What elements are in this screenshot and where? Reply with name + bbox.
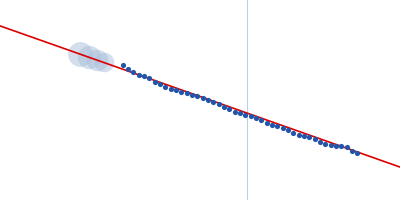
Point	[173, 89, 179, 92]
Point	[210, 101, 216, 104]
Point	[184, 92, 190, 95]
Point	[152, 80, 158, 83]
Point	[168, 87, 174, 91]
Point	[125, 67, 131, 70]
Point	[237, 112, 243, 115]
Point	[226, 108, 232, 111]
Point	[264, 121, 270, 124]
Point	[162, 85, 168, 88]
Point	[328, 143, 334, 147]
Point	[205, 98, 211, 101]
Point	[296, 133, 302, 136]
Point	[322, 142, 328, 145]
Point	[258, 119, 264, 122]
Point	[301, 134, 307, 138]
Point	[189, 93, 195, 97]
Point	[306, 136, 312, 139]
Point	[157, 83, 163, 86]
Point	[130, 70, 136, 73]
Point	[274, 125, 280, 128]
Point	[216, 103, 222, 106]
Point	[200, 97, 206, 100]
Point	[354, 151, 360, 155]
Point	[344, 146, 350, 149]
Point	[242, 113, 248, 116]
Point	[349, 149, 355, 152]
Point	[280, 126, 286, 130]
Point	[333, 145, 339, 148]
Point	[178, 90, 184, 93]
Point	[86, 55, 92, 59]
Point	[317, 140, 323, 143]
Point	[94, 58, 100, 61]
Point	[141, 74, 147, 77]
Point	[232, 110, 238, 113]
Point	[269, 123, 275, 126]
Point	[285, 129, 291, 132]
Point	[146, 77, 152, 80]
Point	[221, 105, 227, 108]
Point	[101, 60, 107, 63]
Point	[77, 53, 83, 56]
Point	[120, 64, 126, 67]
Point	[194, 95, 200, 98]
Point	[312, 138, 318, 141]
Point	[338, 144, 344, 147]
Point	[253, 117, 259, 120]
Point	[290, 131, 296, 134]
Point	[248, 115, 254, 118]
Point	[136, 74, 142, 77]
